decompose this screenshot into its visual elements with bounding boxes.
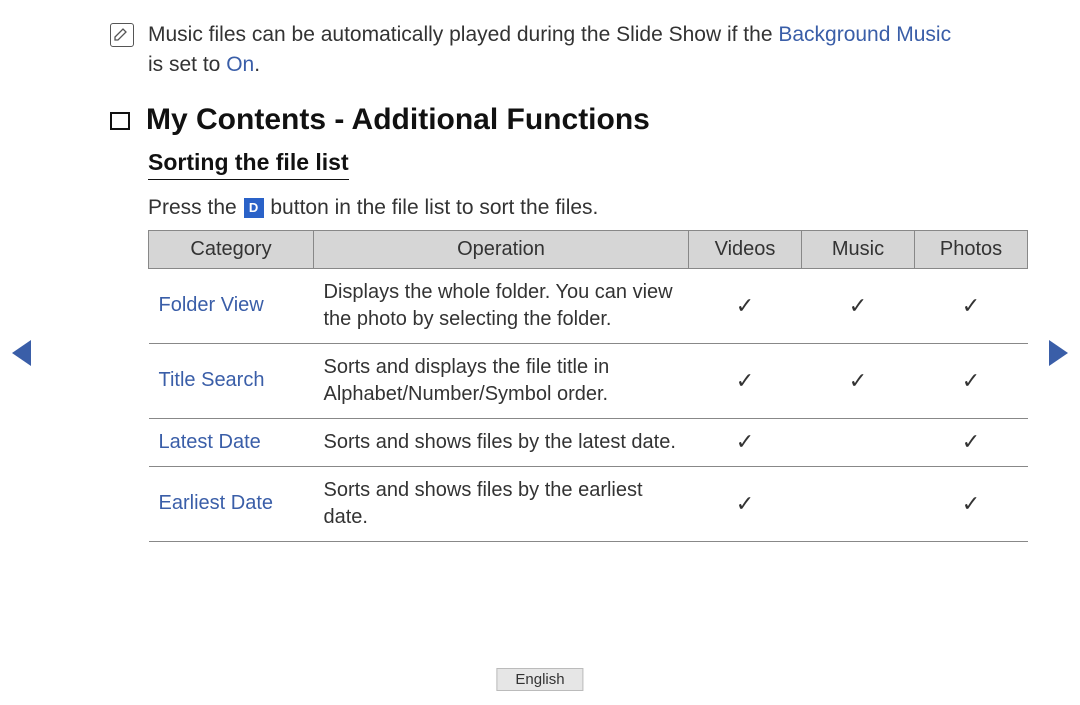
cell-photos: ✓	[915, 343, 1028, 418]
col-music: Music	[802, 230, 915, 268]
sort-table: Category Operation Videos Music Photos F…	[148, 230, 1028, 542]
cell-videos: ✓	[689, 466, 802, 541]
col-videos: Videos	[689, 230, 802, 268]
note-icon	[110, 23, 134, 47]
note-suffix: .	[254, 53, 260, 76]
cell-operation: Displays the whole folder. You can view …	[314, 268, 689, 343]
cell-category: Latest Date	[149, 418, 314, 466]
note-text: Music files can be automatically played …	[148, 20, 970, 81]
cell-videos: ✓	[689, 343, 802, 418]
col-operation: Operation	[314, 230, 689, 268]
instruction-pre: Press the	[148, 196, 243, 219]
instruction-line: Press the D button in the file list to s…	[148, 196, 970, 220]
table-row: Folder View Displays the whole folder. Y…	[149, 268, 1028, 343]
cell-photos: ✓	[915, 466, 1028, 541]
note-mid: is set to	[148, 53, 226, 76]
section-header: My Contents - Additional Functions	[110, 103, 970, 137]
cell-operation: Sorts and displays the file title in Alp…	[314, 343, 689, 418]
table-row: Earliest Date Sorts and shows files by t…	[149, 466, 1028, 541]
section-bullet-icon	[110, 114, 130, 130]
note-pre: Music files can be automatically played …	[148, 23, 778, 46]
cell-category: Title Search	[149, 343, 314, 418]
table-row: Title Search Sorts and displays the file…	[149, 343, 1028, 418]
section-subheading: Sorting the file list	[148, 149, 349, 180]
cell-music	[802, 418, 915, 466]
cell-videos: ✓	[689, 268, 802, 343]
chevron-right-icon	[1049, 340, 1068, 366]
note-highlight-2: On	[226, 53, 254, 76]
d-button-icon: D	[244, 198, 264, 218]
cell-music: ✓	[802, 268, 915, 343]
col-photos: Photos	[915, 230, 1028, 268]
section-title: My Contents - Additional Functions	[146, 103, 650, 137]
cell-music: ✓	[802, 343, 915, 418]
cell-photos: ✓	[915, 418, 1028, 466]
note-block: Music files can be automatically played …	[110, 20, 970, 81]
chevron-left-icon	[12, 340, 31, 366]
subheading-wrap: Sorting the file list	[110, 143, 970, 182]
cell-videos: ✓	[689, 418, 802, 466]
language-badge: English	[496, 668, 583, 691]
nav-next-button[interactable]	[1049, 340, 1068, 366]
table-header-row: Category Operation Videos Music Photos	[149, 230, 1028, 268]
cell-category: Folder View	[149, 268, 314, 343]
cell-category: Earliest Date	[149, 466, 314, 541]
cell-operation: Sorts and shows files by the latest date…	[314, 418, 689, 466]
nav-prev-button[interactable]	[12, 340, 31, 366]
cell-photos: ✓	[915, 268, 1028, 343]
cell-operation: Sorts and shows files by the earliest da…	[314, 466, 689, 541]
col-category: Category	[149, 230, 314, 268]
note-highlight-1: Background Music	[778, 23, 951, 46]
cell-music	[802, 466, 915, 541]
instruction-post: button in the file list to sort the file…	[265, 196, 599, 219]
table-row: Latest Date Sorts and shows files by the…	[149, 418, 1028, 466]
